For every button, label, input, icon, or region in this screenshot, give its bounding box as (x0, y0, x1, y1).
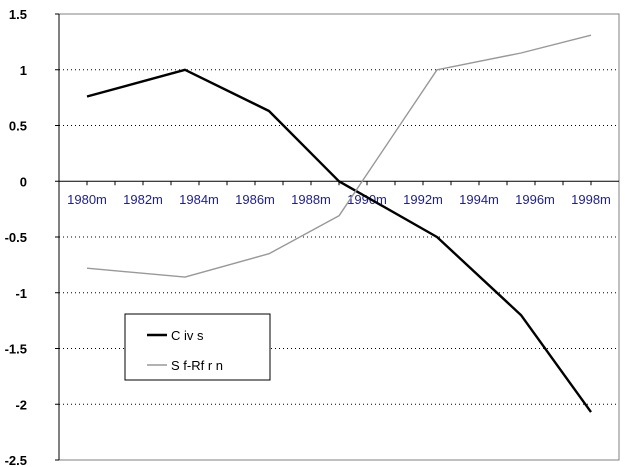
y-tick-label: 0 (20, 174, 27, 189)
y-tick-label: 1.5 (9, 7, 27, 22)
legend: C iv s S f-Rf r n (124, 313, 271, 381)
legend-box (124, 313, 271, 381)
y-tick-label: -2.5 (5, 453, 27, 467)
x-tick-label: 1982m (123, 192, 163, 207)
x-tick-label: 1986m (235, 192, 275, 207)
legend-label-series-1: C iv s (171, 328, 204, 343)
x-tick-label: 1988m (291, 192, 331, 207)
series-line-2 (86, 34, 592, 278)
y-tick-label: -1 (15, 286, 27, 301)
series-line-1 (86, 68, 592, 413)
x-tick-label: 1992m (403, 192, 443, 207)
legend-label-series-2: S f-Rf r n (171, 358, 223, 373)
y-tick-label: 0.5 (9, 119, 27, 134)
x-tick-label: 1998m (571, 192, 611, 207)
y-tick-label: 1 (20, 63, 27, 78)
x-tick-label: 1984m (179, 192, 219, 207)
y-tick-label: -0.5 (5, 230, 27, 245)
series-layer (86, 34, 592, 413)
x-tick-label: 1996m (515, 192, 555, 207)
x-tick-label: 1994m (459, 192, 499, 207)
grid-layer (59, 69, 619, 405)
y-tick-label: -2 (15, 397, 27, 412)
x-tick-labels: 1980m 1982m 1984m 1986m 1988m 1990m 1992m 1994m… (67, 192, 611, 207)
y-tick-label: -1.5 (5, 342, 27, 357)
y-axis: 1.5 1 0.5 0 -0.5 -1 -1.5 -2 -2.5 (5, 7, 60, 467)
x-tick-label: 1980m (67, 192, 107, 207)
